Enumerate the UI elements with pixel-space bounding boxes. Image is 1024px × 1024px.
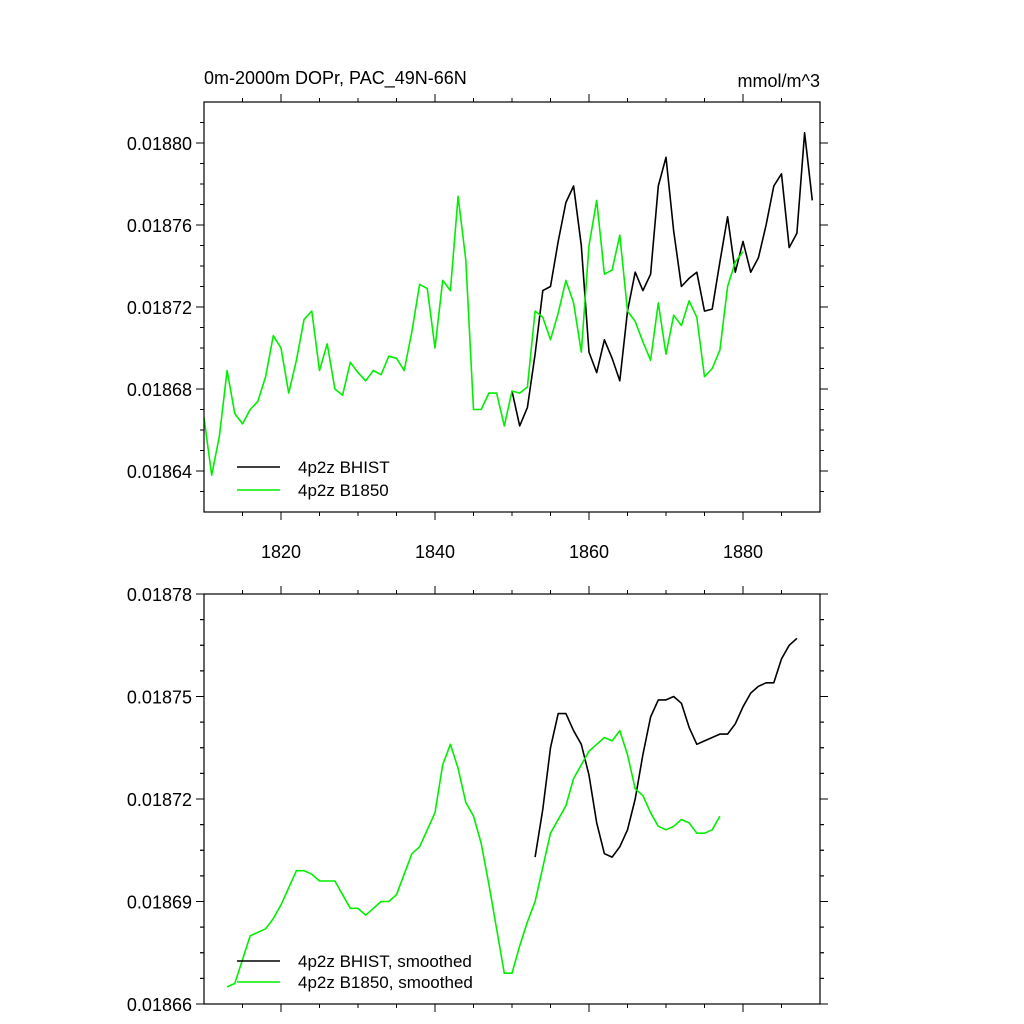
y-ticks: 0.01864 0.01868 0.01872 0.01876 0.01880 1820 1… [127,94,828,562]
y-tick-label: 0.01869 [127,893,192,913]
series-line-bhist [511,132,814,427]
legend-label-bhist-smoothed: 4p2z BHIST, smoothed [298,952,472,971]
y-tick-label: 0.01864 [127,462,192,482]
units-label: mmol/m^3 [738,71,820,91]
x-tick-label: 1840 [415,542,455,562]
legend: 4p2z BHIST 4p2z B1850 [237,458,390,500]
legend-label-b1850: 4p2z B1850 [298,481,389,500]
legend: 4p2z BHIST, smoothed 4p2z B1850, smoothe… [237,952,473,992]
chart-title: 0m-2000m DOPr, PAC_49N-66N [204,68,467,89]
plot-frame [203,101,821,513]
y-ticks: 0.01866 0.01869 0.01872 0.01875 0.01878 [127,585,828,1015]
y-tick-label: 0.01872 [127,298,192,318]
y-tick-label: 0.01868 [127,380,192,400]
legend-label-bhist: 4p2z BHIST [298,458,390,477]
y-tick-label: 0.01880 [127,134,192,154]
y-tick-label: 0.01872 [127,790,192,810]
plot-frame [203,593,821,1005]
series-lines [203,132,814,476]
series-line-b1850-smoothed [226,729,721,988]
y-tick-label: 0.01866 [127,995,192,1015]
y-tick-label: 0.01878 [127,585,192,605]
y-tick-label: 0.01876 [127,216,192,236]
x-tick-label: 1880 [723,542,763,562]
x-tick-label: 1820 [261,542,301,562]
series-line-b1850 [203,195,744,476]
panel-top: 0m-2000m DOPr, PAC_49N-66N mmol/m^3 0.01… [127,68,828,562]
series-line-bhist-smoothed [534,637,798,858]
legend-label-b1850-smoothed: 4p2z B1850, smoothed [298,973,473,992]
y-tick-label: 0.01875 [127,688,192,708]
series-lines [226,637,798,988]
panel-bottom: 0.01866 0.01869 0.01872 0.01875 0.01878 4p2z… [127,585,828,1015]
x-tick-label: 1860 [569,542,609,562]
